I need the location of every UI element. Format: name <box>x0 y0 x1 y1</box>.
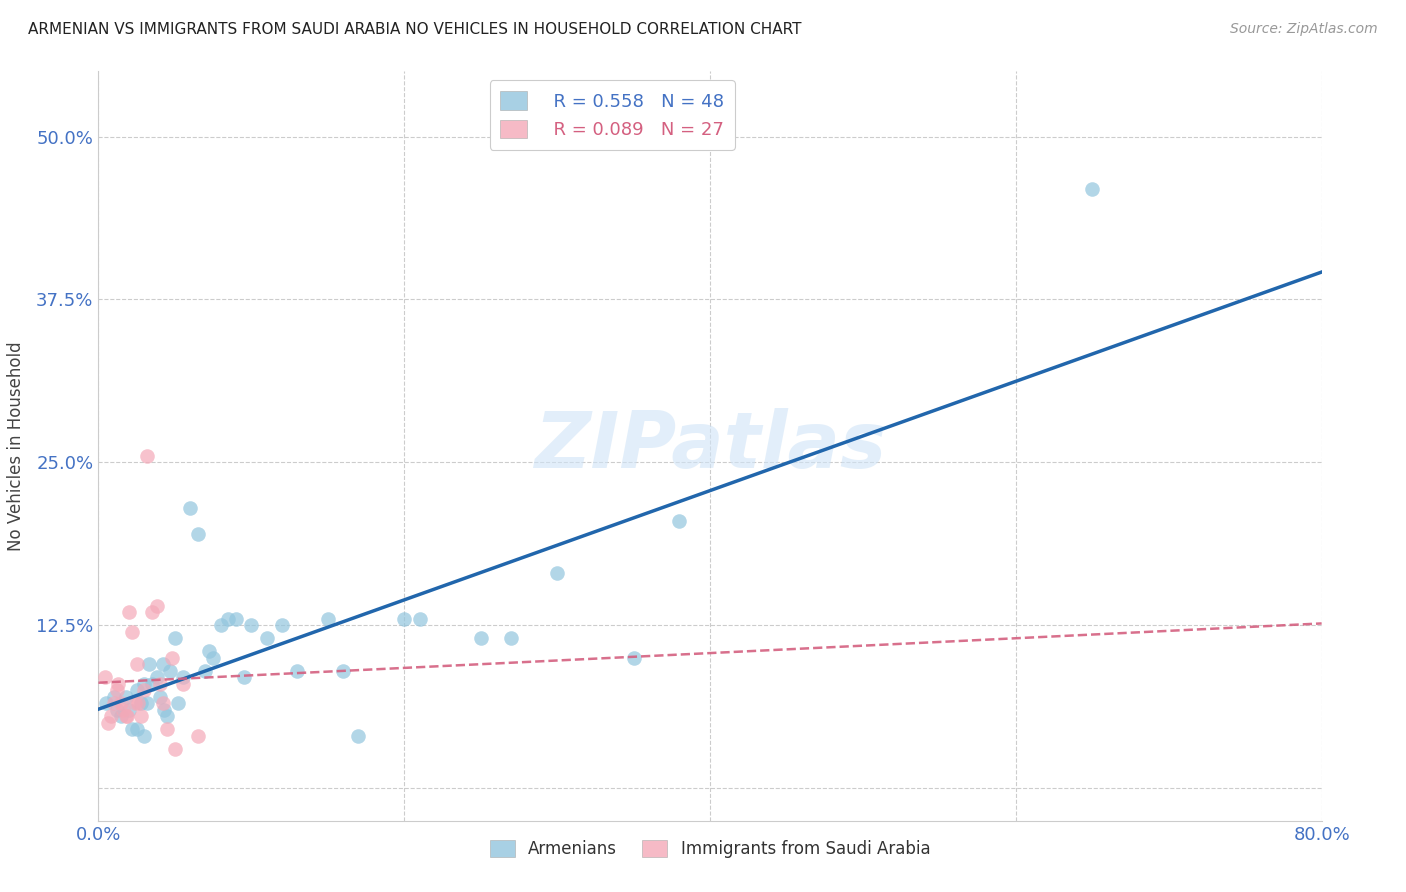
Point <box>117 709 139 723</box>
Point <box>134 729 156 743</box>
Point <box>125 683 148 698</box>
Point <box>141 677 163 691</box>
Text: ARMENIAN VS IMMIGRANTS FROM SAUDI ARABIA NO VEHICLES IN HOUSEHOLD CORRELATION CH: ARMENIAN VS IMMIGRANTS FROM SAUDI ARABIA… <box>28 22 801 37</box>
Point <box>256 631 278 645</box>
Point <box>107 677 129 691</box>
Point <box>163 631 186 645</box>
Point <box>179 500 201 515</box>
Point <box>105 703 128 717</box>
Point <box>103 690 125 704</box>
Point <box>209 618 232 632</box>
Point <box>546 566 568 580</box>
Point <box>1081 181 1104 195</box>
Point <box>152 657 174 672</box>
Point <box>194 664 217 678</box>
Legend: Armenians, Immigrants from Saudi Arabia: Armenians, Immigrants from Saudi Arabia <box>484 833 936 864</box>
Point <box>392 612 416 626</box>
Point <box>129 697 152 711</box>
Point <box>121 723 143 737</box>
Point <box>145 599 167 613</box>
Point <box>100 709 122 723</box>
Point <box>115 690 138 704</box>
Point <box>316 612 339 626</box>
Point <box>115 709 138 723</box>
Point <box>668 514 690 528</box>
Point <box>97 715 120 730</box>
Point <box>141 605 163 619</box>
Point <box>124 697 146 711</box>
Point <box>111 703 134 717</box>
Point <box>136 697 159 711</box>
Point <box>270 618 292 632</box>
Point <box>156 709 179 723</box>
Point <box>159 664 181 678</box>
Point <box>217 612 239 626</box>
Point <box>156 723 179 737</box>
Text: Source: ZipAtlas.com: Source: ZipAtlas.com <box>1230 22 1378 37</box>
Point <box>163 742 186 756</box>
Point <box>145 670 167 684</box>
Point <box>172 677 194 691</box>
Text: ZIPatlas: ZIPatlas <box>534 408 886 484</box>
Point <box>285 664 308 678</box>
Point <box>202 650 225 665</box>
Point <box>623 650 645 665</box>
Point <box>187 729 209 743</box>
Point <box>232 670 254 684</box>
Point <box>93 670 115 684</box>
Y-axis label: No Vehicles in Household: No Vehicles in Household <box>7 341 25 551</box>
Point <box>127 697 149 711</box>
Point <box>94 697 117 711</box>
Point <box>110 697 132 711</box>
Point <box>129 709 152 723</box>
Point <box>470 631 492 645</box>
Point <box>134 677 156 691</box>
Point <box>149 677 172 691</box>
Point <box>118 605 141 619</box>
Point <box>136 449 159 463</box>
Point <box>408 612 430 626</box>
Point <box>501 631 523 645</box>
Point <box>118 703 141 717</box>
Point <box>172 670 194 684</box>
Point <box>197 644 219 658</box>
Point <box>240 618 263 632</box>
Point <box>134 683 156 698</box>
Point <box>332 664 354 678</box>
Point <box>125 723 148 737</box>
Point <box>121 624 143 639</box>
Point <box>347 729 370 743</box>
Point <box>152 697 174 711</box>
Point <box>138 657 160 672</box>
Point <box>187 527 209 541</box>
Point <box>167 697 190 711</box>
Point <box>125 657 148 672</box>
Point <box>103 697 125 711</box>
Point <box>149 690 172 704</box>
Point <box>225 612 247 626</box>
Point <box>110 709 132 723</box>
Point <box>160 650 183 665</box>
Point <box>153 703 176 717</box>
Point <box>105 683 128 698</box>
